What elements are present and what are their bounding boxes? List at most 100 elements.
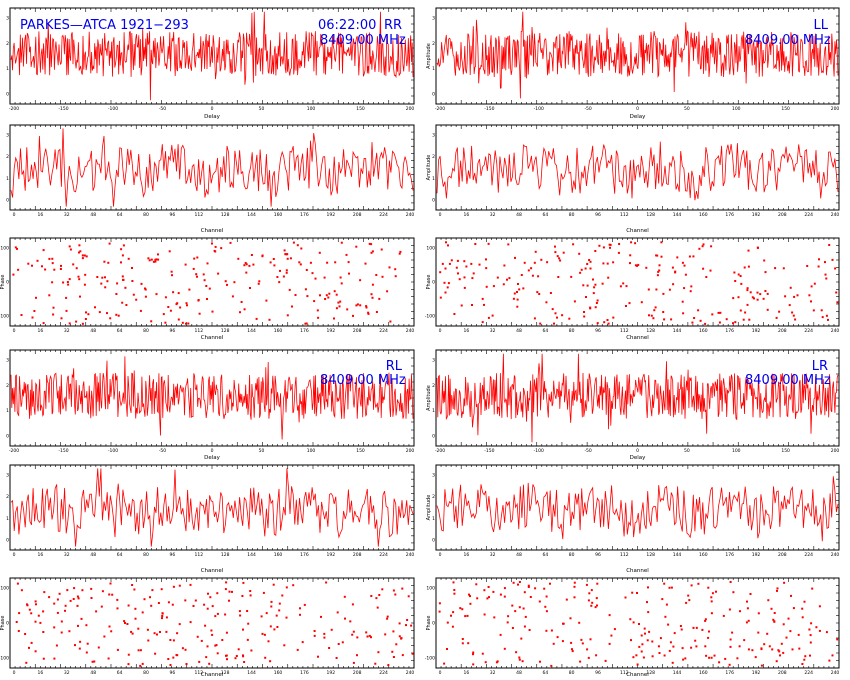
x-tick-label: 16 <box>463 552 469 558</box>
phase-point <box>79 295 81 298</box>
phase-point <box>571 648 573 651</box>
phase-point <box>809 654 811 657</box>
phase-point <box>496 276 499 279</box>
phase-point <box>831 654 834 657</box>
phase-point <box>370 251 373 254</box>
phase-point <box>84 318 87 320</box>
phase-point <box>72 598 75 600</box>
panel-lr-channel: 0 16 32 48 64 80 96 112 128 144 160 176 192 208 224 240… <box>426 464 840 574</box>
phase-point <box>155 293 158 296</box>
x-tick-label: 176 <box>300 670 309 676</box>
phase-point <box>471 277 474 280</box>
y-tick-label: 1 <box>432 516 435 522</box>
phase-point <box>110 630 113 633</box>
y-axis-label: Phase <box>426 616 432 631</box>
phase-point <box>60 317 63 320</box>
phase-point <box>702 267 705 270</box>
phase-point <box>272 258 275 260</box>
phase-point <box>746 289 749 292</box>
phase-point <box>79 640 82 643</box>
phase-point <box>658 264 661 267</box>
phase-point <box>192 267 195 270</box>
phase-point <box>276 626 279 628</box>
phase-point <box>438 602 441 605</box>
phase-point <box>705 276 708 278</box>
phase-point <box>26 604 29 607</box>
phase-point <box>243 661 246 663</box>
phase-point <box>461 642 464 645</box>
phase-point <box>549 292 552 294</box>
phase-point <box>657 645 660 648</box>
phase-point <box>286 253 289 256</box>
phase-point <box>94 306 96 309</box>
x-axis-label: Delay <box>630 114 647 120</box>
x-tick-label: 80 <box>569 328 575 334</box>
x-tick-label: 64 <box>542 212 548 218</box>
x-tick-label: 192 <box>752 212 761 218</box>
x-tick-label: 64 <box>542 552 548 558</box>
phase-point <box>122 278 125 281</box>
phase-point <box>216 592 219 595</box>
phase-point <box>472 653 474 656</box>
x-tick-label: 208 <box>778 212 787 218</box>
phase-point <box>692 255 695 258</box>
x-tick-label: 128 <box>646 552 655 558</box>
phase-point <box>53 657 56 660</box>
phase-point <box>458 278 461 281</box>
phase-point <box>603 321 606 324</box>
phase-point <box>319 294 321 297</box>
phase-point <box>446 648 448 650</box>
phase-point <box>450 614 452 617</box>
x-tick-label: 0 <box>13 328 16 334</box>
phase-point <box>48 257 51 260</box>
phase-point <box>713 654 716 657</box>
phase-point <box>612 261 615 264</box>
phase-point <box>267 640 270 643</box>
phase-point <box>177 292 180 295</box>
phase-point <box>127 257 130 260</box>
phase-point <box>740 282 743 285</box>
phase-point <box>66 589 69 592</box>
phase-point <box>365 631 368 634</box>
phase-point <box>749 593 752 595</box>
phase-point <box>178 584 181 587</box>
phase-point <box>586 648 589 651</box>
x-tick-label: 112 <box>195 552 204 558</box>
x-tick-label: 150 <box>781 106 790 112</box>
phase-point <box>144 287 146 290</box>
phase-point <box>499 593 502 596</box>
phase-point <box>75 267 78 270</box>
phase-point <box>517 283 519 285</box>
phase-point <box>335 307 338 310</box>
x-axis-label: Channel <box>201 672 224 678</box>
phase-point <box>808 628 811 631</box>
phase-point <box>718 321 721 324</box>
phase-point <box>817 265 820 268</box>
phase-point <box>151 589 154 592</box>
x-tick-label: 32 <box>64 212 70 218</box>
phase-point <box>642 656 645 659</box>
phase-point <box>481 297 484 300</box>
x-tick-label: 32 <box>64 670 70 676</box>
phase-point <box>707 636 710 639</box>
phase-point <box>670 586 673 589</box>
y-axis-label: Phase <box>0 275 6 290</box>
trace-line <box>436 11 839 99</box>
phase-point <box>172 291 175 294</box>
x-tick-label: 160 <box>274 670 283 676</box>
phase-point <box>394 593 397 596</box>
x-tick-label: 112 <box>620 670 629 676</box>
phase-point <box>488 596 490 599</box>
pol-label-rr: RR <box>384 18 403 33</box>
phase-point <box>549 582 551 585</box>
y-axis-label: Amplitude <box>426 495 432 521</box>
x-tick-label: 160 <box>274 328 283 334</box>
phase-point <box>551 308 554 311</box>
phase-point <box>554 251 557 254</box>
phase-point <box>376 606 379 609</box>
phase-point <box>200 639 203 642</box>
phase-point <box>789 286 792 289</box>
phase-point <box>104 276 106 279</box>
phase-point <box>137 627 140 630</box>
